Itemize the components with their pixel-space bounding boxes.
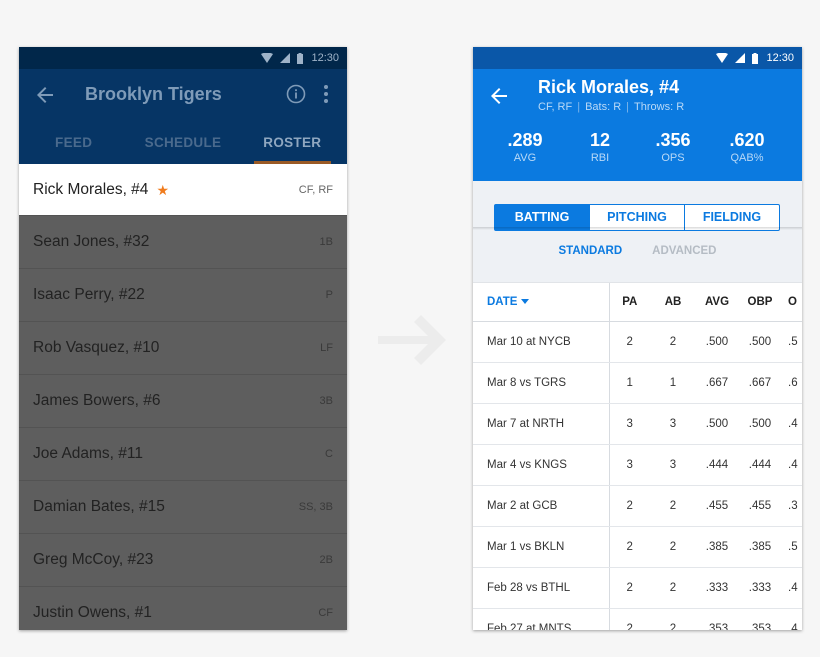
stat-qab: .620 QAB% [729, 130, 765, 164]
stat-ops: .356 OPS [655, 130, 691, 164]
player-name: Greg McCoy, #23 [33, 551, 154, 568]
stat-category-selector: BATTING PITCHING FIELDING [494, 204, 780, 231]
player-position: 1B [319, 236, 333, 248]
column-header[interactable]: O [782, 283, 802, 322]
roster-screen: 12:30 Brooklyn Tigers FEED SCHEDULE ROST… [19, 47, 347, 630]
column-header-date[interactable]: DATE [473, 283, 610, 322]
player-name: Rob Vasquez, #10 [33, 339, 160, 356]
stat-avg: .289 AVG [507, 130, 543, 164]
player-details: CF, RF | Bats: R | Throws: R [538, 101, 685, 113]
transition-arrow-icon [378, 315, 446, 365]
tab-standard[interactable]: STANDARD [558, 245, 623, 257]
table-row[interactable]: Mar 2 at GCB 2 2.455.455.3 [473, 485, 802, 527]
signal-icon [735, 53, 746, 63]
player-bats: Bats: R [585, 101, 622, 113]
roster-item[interactable]: Joe Adams, #11 C [19, 428, 347, 481]
app-bar: Brooklyn Tigers FEED SCHEDULE ROSTER [19, 69, 347, 164]
segment-batting[interactable]: BATTING [495, 205, 589, 230]
table-row[interactable]: Mar 4 vs KNGS 3 3.444.444.4 [473, 444, 802, 486]
player-position: SS, 3B [298, 501, 333, 513]
player-position: CF [318, 607, 333, 619]
roster-item[interactable]: Justin Owens, #1 CF [19, 587, 347, 630]
back-arrow-icon[interactable] [33, 83, 57, 107]
column-header[interactable]: PA [609, 283, 650, 322]
stat-summary: .289 AVG 12 RBI .356 OPS .620 QAB% [473, 130, 802, 164]
player-name: Rick Morales, #4 [33, 180, 149, 198]
status-time: 12:30 [766, 52, 794, 64]
player-throws: Throws: R [634, 101, 685, 113]
team-title: Brooklyn Tigers [85, 84, 222, 104]
player-name: Joe Adams, #11 [33, 445, 144, 462]
player-name: Sean Jones, #32 [33, 233, 150, 250]
player-name: Justin Owens, #1 [33, 604, 152, 621]
table-row[interactable]: Mar 1 vs BKLN 2 2.385.385.5 [473, 526, 802, 568]
info-icon[interactable] [286, 84, 306, 104]
player-position: 3B [319, 395, 333, 407]
wifi-icon [716, 53, 729, 63]
roster-item[interactable]: Rob Vasquez, #10 LF [19, 322, 347, 375]
stat-rbi: 12 RBI [589, 130, 611, 164]
player-name: James Bowers, #6 [33, 392, 161, 409]
stat-filter-area: BATTING PITCHING FIELDING STANDARD ADVAN… [473, 181, 802, 283]
player-name: Isaac Perry, #22 [33, 286, 145, 303]
column-header[interactable]: AB [650, 283, 696, 322]
player-name: Damian Bates, #15 [33, 498, 165, 515]
player-positions: CF, RF [538, 101, 573, 113]
player-position: LF [320, 342, 333, 354]
tab-advanced[interactable]: ADVANCED [652, 245, 717, 257]
roster-item[interactable]: James Bowers, #6 3B [19, 375, 347, 428]
player-position: 2B [319, 554, 333, 566]
table-row[interactable]: Feb 28 vs BTHL 2 2.333.333.4 [473, 567, 802, 609]
player-header: Rick Morales, #4 CF, RF | Bats: R | Throws: … [473, 69, 802, 181]
wifi-icon [261, 53, 274, 63]
star-icon: ★ [156, 181, 169, 198]
player-name: Rick Morales, #4 [538, 77, 680, 97]
stat-view-tabs: STANDARD ADVANCED [473, 245, 802, 257]
battery-icon [752, 52, 759, 64]
tab-feed[interactable]: FEED [55, 135, 93, 150]
tab-roster[interactable]: ROSTER [238, 121, 347, 164]
status-time: 12:30 [311, 52, 339, 64]
player-position: CF, RF [298, 183, 333, 196]
sort-down-icon [521, 299, 530, 305]
table-row[interactable]: Feb 27 at MNTS 2 2.353.353.4 [473, 608, 802, 630]
player-position: C [325, 448, 333, 460]
roster-item[interactable]: Sean Jones, #32 1B [19, 216, 347, 269]
table-header: DATE PA AB AVG OBP O [473, 283, 802, 322]
battery-icon [297, 52, 304, 64]
status-bar: 12:30 [19, 47, 347, 69]
table-row[interactable]: Mar 8 vs TGRS 1 1.667.667.6 [473, 362, 802, 404]
table-row[interactable]: Mar 7 at NRTH 3 3.500.500.4 [473, 403, 802, 445]
more-vert-icon[interactable] [318, 83, 334, 105]
player-position: P [325, 289, 333, 301]
tab-schedule[interactable]: SCHEDULE [144, 135, 222, 150]
column-header[interactable]: OBP [738, 283, 782, 322]
player-stats-screen: 12:30 Rick Morales, #4 CF, RF | Bats: R | Th… [473, 47, 802, 630]
tab-bar: FEED SCHEDULE ROSTER [19, 121, 347, 164]
game-log-table: DATE PA AB AVG OBP O Mar 10 at NYCB 2 2.50… [473, 283, 802, 630]
roster-item[interactable]: Greg McCoy, #23 2B [19, 534, 347, 587]
roster-item-selected[interactable]: Rick Morales, #4 ★ CF, RF [19, 164, 347, 216]
back-arrow-icon[interactable] [487, 84, 511, 108]
column-header[interactable]: AVG [696, 283, 738, 322]
segment-fielding[interactable]: FIELDING [684, 205, 779, 230]
signal-icon [280, 53, 291, 63]
status-bar: 12:30 [473, 47, 802, 69]
table-row[interactable]: Mar 10 at NYCB 2 2.500.500.5 [473, 321, 802, 363]
segment-pitching[interactable]: PITCHING [589, 205, 684, 230]
roster-list: Rick Morales, #4 ★ CF, RF Sean Jones, #32… [19, 164, 347, 630]
roster-item[interactable]: Isaac Perry, #22 P [19, 269, 347, 322]
roster-item[interactable]: Damian Bates, #15 SS, 3B [19, 481, 347, 534]
